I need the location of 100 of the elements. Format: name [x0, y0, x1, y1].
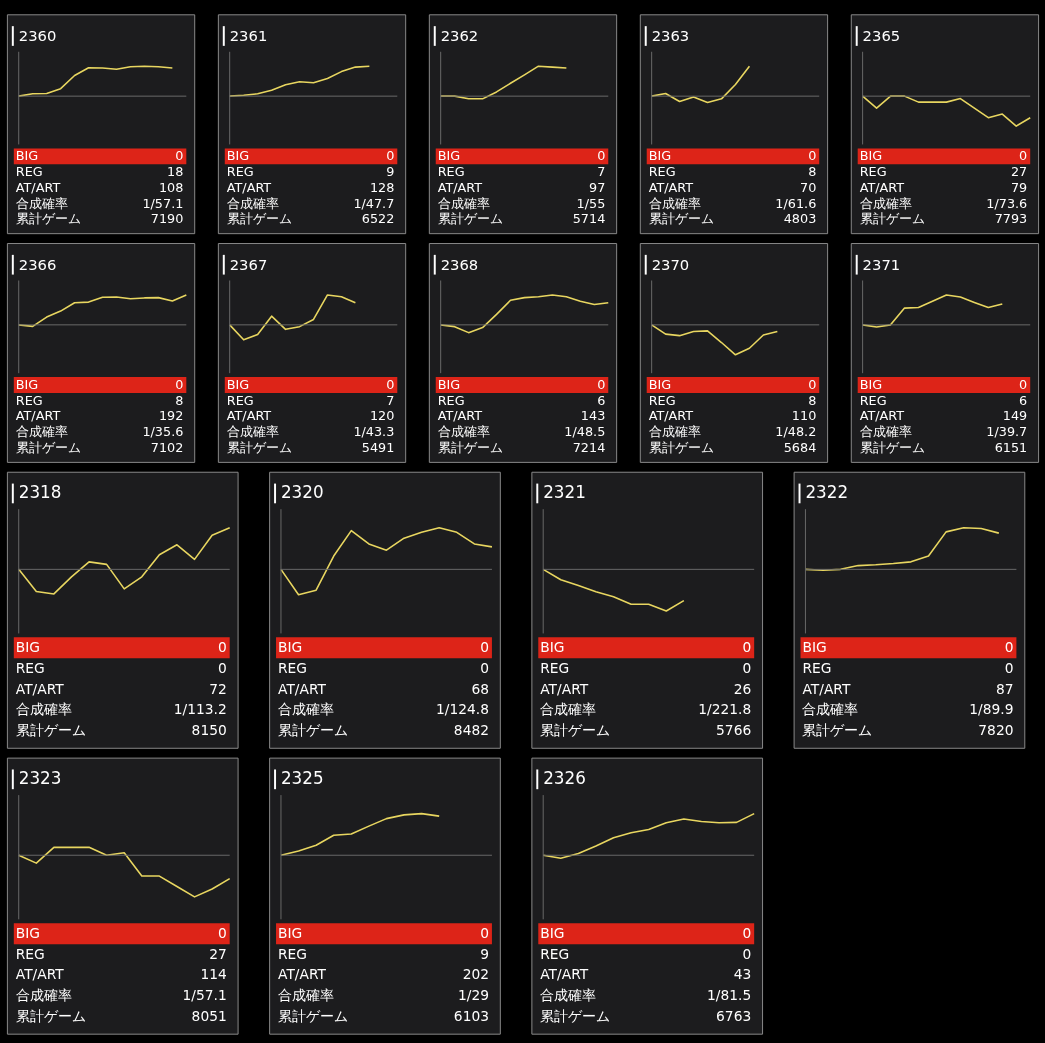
- text: 累計ゲーム: [437, 211, 503, 227]
- text: 1/35.6: [142, 424, 184, 440]
- chart-title: 2325: [280, 768, 324, 789]
- text: REG: [648, 392, 676, 408]
- text: BIG: [278, 924, 303, 941]
- text: REG: [226, 392, 254, 408]
- text: 6: [597, 392, 606, 408]
- text: 0: [175, 148, 184, 164]
- chart-title: 2363: [651, 26, 690, 44]
- text: 合成確率: [15, 701, 72, 718]
- text: 累計ゲーム: [15, 722, 86, 739]
- text: 合成確率: [278, 701, 335, 718]
- text: 7: [597, 164, 606, 179]
- text: REG: [15, 164, 43, 179]
- text: 0: [386, 148, 395, 164]
- text: BIG: [648, 148, 672, 164]
- text: REG: [802, 659, 832, 676]
- text: 8051: [191, 1008, 227, 1025]
- text: BIG: [648, 376, 672, 392]
- text: AT/ART: [540, 966, 589, 983]
- text: AT/ART: [15, 966, 65, 983]
- text: 0: [480, 638, 489, 655]
- text: AT/ART: [540, 680, 589, 697]
- text: 43: [733, 966, 752, 983]
- text: 0: [742, 924, 752, 941]
- text: REG: [859, 164, 887, 179]
- text: 1/29: [458, 987, 489, 1004]
- text: 1/81.5: [707, 987, 752, 1004]
- text: 累計ゲーム: [648, 440, 714, 456]
- text: 70: [799, 179, 817, 195]
- text: 27: [1010, 164, 1028, 179]
- text: 1/48.2: [775, 424, 817, 440]
- chart-title: 2320: [280, 482, 324, 503]
- text: 合成確率: [437, 424, 490, 440]
- text: 累計ゲーム: [15, 1008, 86, 1025]
- text: 累計ゲーム: [859, 211, 925, 227]
- text: AT/ART: [15, 408, 61, 424]
- text: REG: [15, 945, 45, 962]
- text: BIG: [15, 638, 41, 655]
- text: 87: [995, 680, 1014, 697]
- text: 累計ゲーム: [15, 211, 81, 227]
- text: 8: [808, 164, 817, 179]
- text: 1/221.8: [698, 701, 752, 718]
- text: BIG: [859, 376, 883, 392]
- text: 18: [167, 164, 184, 179]
- text: 合成確率: [540, 701, 597, 718]
- text: BIG: [226, 148, 250, 164]
- text: REG: [278, 945, 308, 962]
- text: REG: [278, 659, 308, 676]
- text: 8: [175, 392, 184, 408]
- text: AT/ART: [15, 680, 65, 697]
- text: BIG: [437, 148, 461, 164]
- text: 合成確率: [15, 195, 68, 211]
- text: 0: [1004, 659, 1014, 676]
- text: 149: [1002, 408, 1028, 424]
- text: 1/124.8: [436, 701, 489, 718]
- chart-title: 2360: [18, 26, 57, 44]
- text: AT/ART: [437, 179, 483, 195]
- text: 1/48.5: [564, 424, 606, 440]
- chart-title: 2365: [862, 26, 901, 44]
- text: REG: [540, 659, 570, 676]
- text: 0: [217, 659, 227, 676]
- text: BIG: [540, 638, 565, 655]
- chart-title: 2367: [229, 255, 268, 273]
- text: 7: [386, 392, 395, 408]
- text: 0: [597, 376, 606, 392]
- text: 27: [209, 945, 227, 962]
- text: AT/ART: [859, 179, 905, 195]
- text: 7820: [978, 722, 1014, 739]
- text: 1/113.2: [173, 701, 227, 718]
- text: 1/39.7: [986, 424, 1028, 440]
- text: 4803: [783, 211, 817, 227]
- text: 累計ゲーム: [437, 440, 503, 456]
- text: 0: [480, 924, 489, 941]
- text: REG: [226, 164, 254, 179]
- text: 累計ゲーム: [802, 722, 873, 739]
- chart-title: 2362: [440, 26, 479, 44]
- text: 6: [1019, 392, 1028, 408]
- text: 192: [158, 408, 184, 424]
- text: 1/61.6: [775, 195, 817, 211]
- text: 累計ゲーム: [540, 1008, 611, 1025]
- chart-title: 2326: [543, 768, 586, 789]
- text: 68: [471, 680, 489, 697]
- text: 合成確率: [859, 424, 912, 440]
- text: 26: [733, 680, 752, 697]
- text: 合成確率: [540, 987, 597, 1004]
- text: 累計ゲーム: [540, 722, 611, 739]
- text: 合成確率: [802, 701, 859, 718]
- text: 0: [597, 148, 606, 164]
- text: REG: [648, 164, 676, 179]
- text: REG: [437, 392, 465, 408]
- text: 5491: [361, 440, 395, 456]
- text: 0: [808, 376, 817, 392]
- text: 0: [742, 945, 752, 962]
- text: 0: [1019, 376, 1028, 392]
- text: 9: [480, 945, 489, 962]
- text: 5766: [716, 722, 752, 739]
- text: BIG: [540, 924, 565, 941]
- chart-title: 2361: [229, 26, 268, 44]
- text: BIG: [226, 376, 250, 392]
